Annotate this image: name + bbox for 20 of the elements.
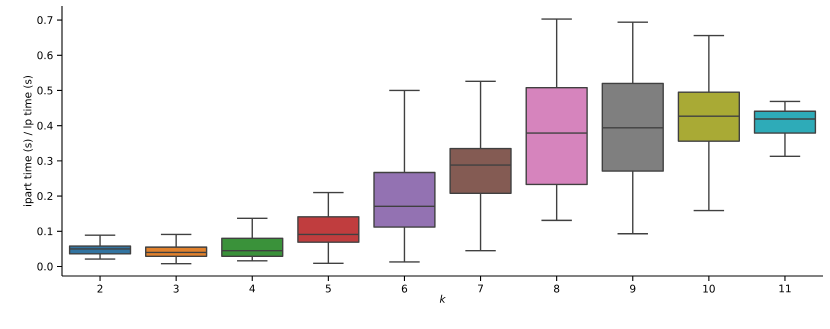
x-tick-label: 6 xyxy=(402,284,408,293)
x-axis-title: k xyxy=(440,294,446,303)
x-tick-label: 5 xyxy=(326,284,331,292)
y-tick-label: 0.0 xyxy=(37,262,53,270)
x-tick-label: 4 xyxy=(249,284,255,292)
x-tick-label: 8 xyxy=(554,284,560,293)
x-tick-label: 10 xyxy=(703,284,715,293)
y-tick-label: 0.4 xyxy=(37,122,53,130)
y-tick-label: 0.6 xyxy=(37,51,53,60)
y-tick-label: 0.5 xyxy=(37,86,52,94)
y-axis-title: ipart time (s) / lp time (s) xyxy=(23,76,34,206)
x-tick-label: 7 xyxy=(478,284,483,292)
x-tick-label: 2 xyxy=(97,284,102,292)
x-tick-label: 3 xyxy=(174,284,179,293)
x-tick-label: 11 xyxy=(779,284,791,292)
y-tick-label: 0.1 xyxy=(37,227,52,236)
y-tick-label: 0.7 xyxy=(37,16,52,24)
x-tick-label: 9 xyxy=(630,284,636,293)
y-tick-label: 0.2 xyxy=(37,192,52,200)
y-tick-label: 0.3 xyxy=(37,156,52,165)
